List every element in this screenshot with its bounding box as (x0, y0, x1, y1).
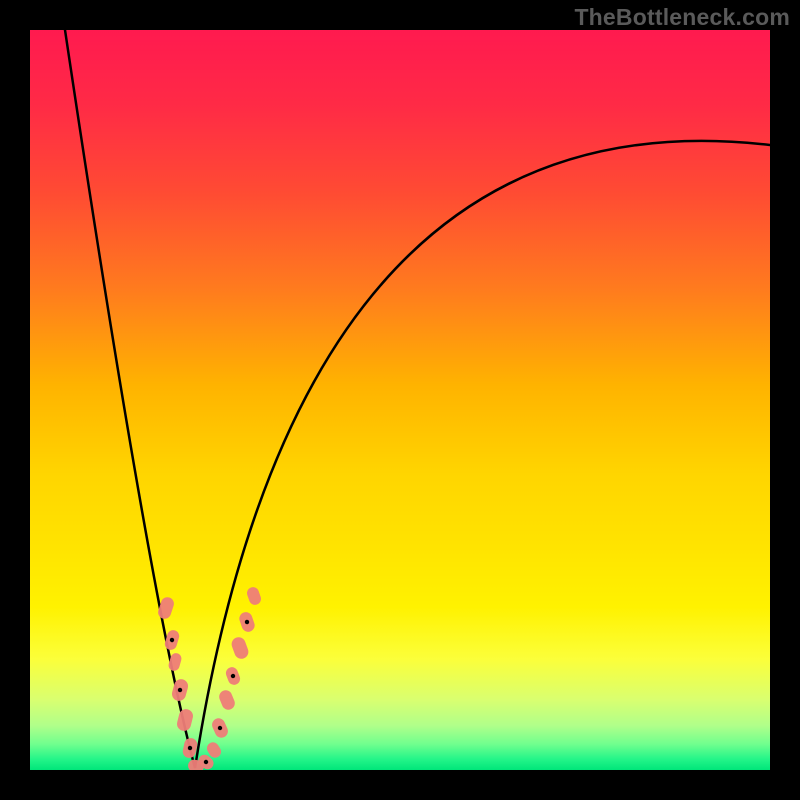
plot-svg (0, 0, 800, 800)
watermark-label: TheBottleneck.com (574, 4, 790, 31)
chart-root: TheBottleneck.com (0, 0, 800, 800)
